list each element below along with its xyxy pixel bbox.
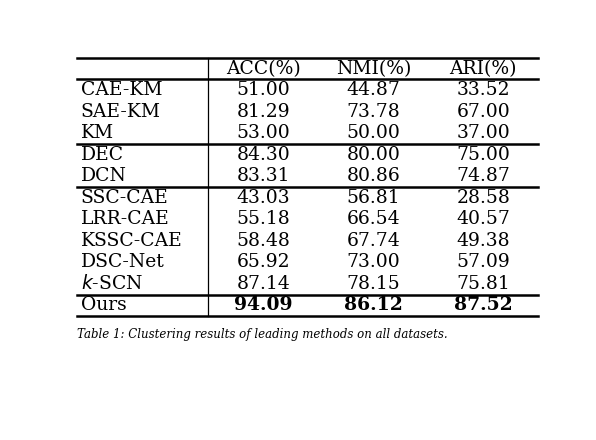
- Text: 78.15: 78.15: [346, 275, 401, 293]
- Text: 87.52: 87.52: [454, 296, 513, 314]
- Text: 73.78: 73.78: [346, 103, 401, 121]
- Text: $k$-SCN: $k$-SCN: [80, 274, 142, 293]
- Text: 43.03: 43.03: [237, 189, 290, 207]
- Text: 56.81: 56.81: [346, 189, 400, 207]
- Text: 75.00: 75.00: [457, 146, 510, 164]
- Text: 73.00: 73.00: [346, 253, 401, 271]
- Text: 53.00: 53.00: [237, 124, 290, 142]
- Text: 83.31: 83.31: [237, 167, 290, 185]
- Text: NMI(%): NMI(%): [336, 60, 411, 77]
- Text: 37.00: 37.00: [457, 124, 510, 142]
- Text: 84.30: 84.30: [237, 146, 290, 164]
- Text: DSC-Net: DSC-Net: [80, 253, 164, 271]
- Text: 80.00: 80.00: [346, 146, 401, 164]
- Text: LRR-CAE: LRR-CAE: [80, 210, 169, 228]
- Text: SSC-CAE: SSC-CAE: [80, 189, 168, 207]
- Text: KM: KM: [80, 124, 114, 142]
- Text: SAE-KM: SAE-KM: [80, 103, 160, 121]
- Text: 80.86: 80.86: [346, 167, 401, 185]
- Text: 66.54: 66.54: [346, 210, 400, 228]
- Text: 87.14: 87.14: [237, 275, 290, 293]
- Text: 40.57: 40.57: [457, 210, 510, 228]
- Text: 57.09: 57.09: [457, 253, 510, 271]
- Text: ARI(%): ARI(%): [449, 60, 517, 77]
- Text: 67.00: 67.00: [457, 103, 510, 121]
- Text: DEC: DEC: [80, 146, 123, 164]
- Text: 55.18: 55.18: [237, 210, 290, 228]
- Text: CAE-KM: CAE-KM: [80, 81, 162, 99]
- Text: 28.58: 28.58: [457, 189, 510, 207]
- Text: DCN: DCN: [80, 167, 126, 185]
- Text: 33.52: 33.52: [457, 81, 510, 99]
- Text: 74.87: 74.87: [457, 167, 510, 185]
- Text: 50.00: 50.00: [346, 124, 401, 142]
- Text: 58.48: 58.48: [237, 232, 290, 250]
- Text: 94.09: 94.09: [234, 296, 293, 314]
- Text: 44.87: 44.87: [346, 81, 401, 99]
- Text: 67.74: 67.74: [346, 232, 401, 250]
- Text: KSSC-CAE: KSSC-CAE: [80, 232, 182, 250]
- Text: Table 1: Clustering results of leading methods on all datasets.: Table 1: Clustering results of leading m…: [77, 328, 448, 341]
- Text: 51.00: 51.00: [237, 81, 290, 99]
- Text: 75.81: 75.81: [457, 275, 510, 293]
- Text: 65.92: 65.92: [237, 253, 290, 271]
- Text: 86.12: 86.12: [344, 296, 403, 314]
- Text: 81.29: 81.29: [237, 103, 290, 121]
- Text: 49.38: 49.38: [457, 232, 510, 250]
- Text: Ours: Ours: [80, 296, 126, 314]
- Text: ACC(%): ACC(%): [226, 60, 301, 77]
